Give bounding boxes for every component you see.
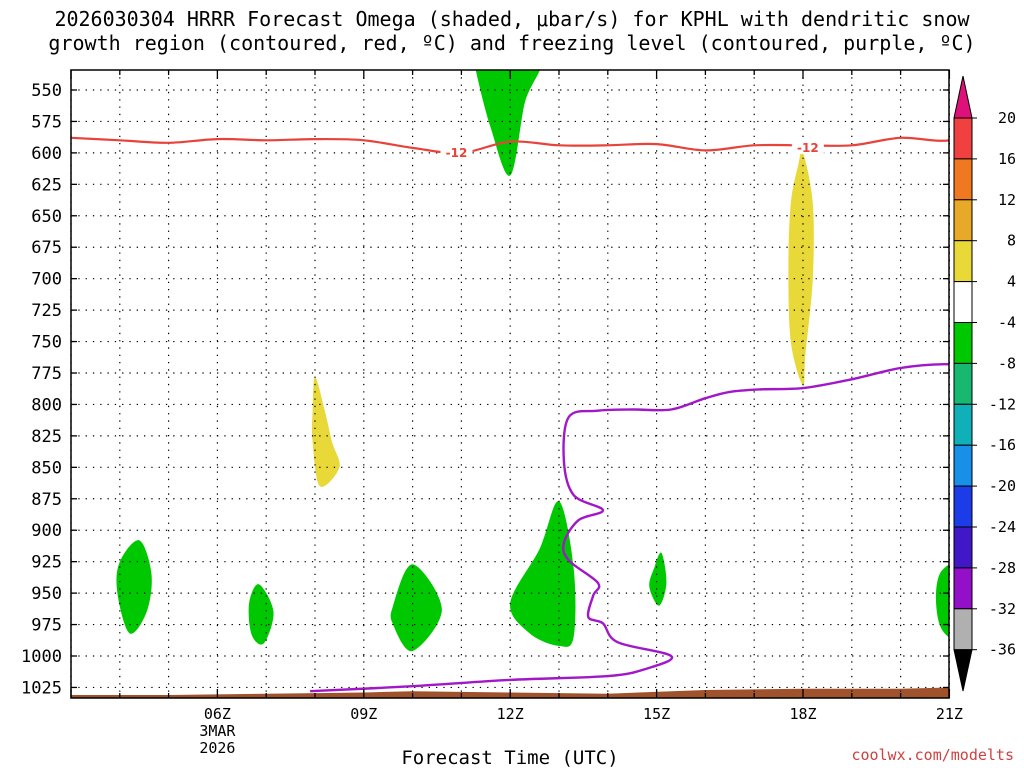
credit-text: coolwx.com/modelts (851, 746, 1014, 764)
colorbar-label-7: -12 (989, 395, 1016, 413)
x-tick-label-21Z: 21Z (936, 705, 963, 723)
y-tick-label-950: 950 (31, 584, 62, 604)
y-tick-label-1025: 1025 (21, 678, 62, 698)
y-tick-label-800: 800 (31, 395, 62, 415)
y-tick-label-900: 900 (31, 521, 62, 541)
grid-lines (70, 70, 951, 698)
y-tick-label-700: 700 (31, 270, 62, 290)
omega-region-green-10z (390, 564, 442, 652)
omega-region-green-upper-12z (475, 70, 540, 176)
omega-region-yellow-18z (788, 150, 814, 386)
y-tick-label-925: 925 (31, 553, 62, 573)
y-tick-label-625: 625 (31, 175, 62, 195)
contour-labels: -12 -12 (440, 139, 824, 160)
contour-label-bg-0 (440, 144, 473, 159)
colorbar-bin-6 (953, 362, 973, 405)
colorbar-label-5: -4 (998, 314, 1016, 332)
y-tick-label-775: 775 (31, 364, 62, 384)
colorbar-bin-4 (953, 281, 973, 324)
y-tick-label-750: 750 (31, 333, 62, 353)
x-tick-label-15Z: 15Z (643, 705, 670, 723)
y-tick-label-600: 600 (31, 144, 62, 164)
dgz-minus12-contour (71, 136, 949, 155)
y-tick-label-575: 575 (31, 112, 62, 132)
omega-region-green-15z (649, 552, 667, 606)
y-tick-label-850: 850 (31, 458, 62, 478)
y-tick-label-550: 550 (31, 81, 62, 101)
omega-region-green-21z (935, 564, 949, 638)
y-tick-label-875: 875 (31, 490, 62, 510)
colorbar: 20 16 12 8 4 -4 -8 -12 -16 -20 -24 -28 -32 -36 (953, 75, 1016, 692)
colorbar-bin-9 (953, 485, 973, 528)
colorbar-bin-10 (953, 526, 973, 569)
colorbar-bin-5 (953, 322, 973, 364)
colorbar-label-11: -28 (989, 559, 1016, 577)
y-tick-label-975: 975 (31, 616, 62, 636)
colorbar-bin-0 (953, 117, 973, 160)
x-tick-label-12Z: 12Z (497, 705, 524, 723)
colorbar-label-4: 4 (1007, 273, 1016, 291)
colorbar-label-1: 16 (998, 150, 1016, 168)
colorbar-label-13: -36 (989, 641, 1016, 659)
colorbar-bin-1 (953, 158, 973, 201)
colorbar-label-10: -24 (989, 518, 1016, 536)
x-date-month: 3MAR (199, 722, 236, 740)
contour-layer (71, 136, 949, 693)
omega-region-green-05z (116, 540, 152, 634)
colorbar-bin-11 (953, 567, 973, 610)
colorbar-bin-8 (953, 444, 973, 487)
omega-region-yellow-800-08z (311, 376, 340, 487)
x-axis-title: Forecast Time (UTC) (401, 747, 618, 768)
y-axis: 550 575 600 625 650 675 700 725 750 775 800 825 850 8… (21, 81, 949, 698)
colorbar-bottom-arrow (953, 649, 973, 692)
colorbar-label-6: -8 (998, 354, 1016, 372)
x-tick-label-09Z: 09Z (350, 705, 377, 723)
contour-label-minus12-1: -12 (797, 141, 819, 155)
y-tick-label-675: 675 (31, 238, 62, 258)
omega-region-green-07z (248, 584, 274, 645)
x-tick-label-06Z: 06Z (204, 705, 231, 723)
colorbar-label-3: 8 (1007, 232, 1016, 250)
colorbar-label-8: -16 (989, 436, 1016, 454)
colorbar-label-0: 20 (998, 109, 1016, 127)
colorbar-bin-12 (953, 608, 973, 651)
contour-label-minus12-0: -12 (446, 146, 468, 160)
colorbar-bin-7 (953, 403, 973, 446)
y-tick-label-825: 825 (31, 427, 62, 447)
colorbar-label-9: -20 (989, 477, 1016, 495)
colorbar-label-2: 12 (998, 191, 1016, 209)
x-date-year: 2026 (199, 739, 235, 757)
chart-title-line-2: growth region (contoured, red, ºC) and f… (48, 31, 975, 55)
colorbar-label-12: -32 (989, 600, 1016, 618)
colorbar-bin-2 (953, 199, 973, 242)
x-tick-label-18Z: 18Z (789, 705, 816, 723)
y-tick-label-1000: 1000 (21, 647, 62, 667)
y-tick-label-650: 650 (31, 207, 62, 227)
contour-label-bg-1 (791, 139, 824, 154)
chart-title-line-1: 2026030304 HRRR Forecast Omega (shaded, … (54, 7, 970, 31)
freezing-level-contour (310, 362, 949, 693)
colorbar-bin-3 (953, 240, 973, 283)
y-tick-label-725: 725 (31, 301, 62, 321)
